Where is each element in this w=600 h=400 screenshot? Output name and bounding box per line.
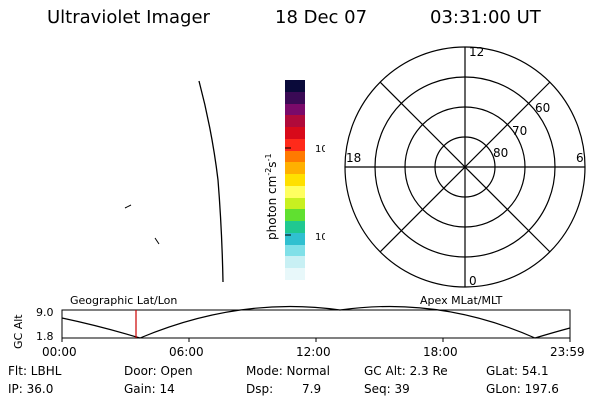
colorbar-swatch	[285, 103, 305, 116]
colorbar-swatch	[285, 127, 305, 139]
colorbar-swatch	[285, 268, 305, 281]
info-glat: GLat: 54.1	[486, 364, 549, 378]
polar-lat-80: 80	[493, 146, 508, 160]
colorbar-swatch	[285, 244, 305, 257]
date-label: 18 Dec 07	[275, 7, 368, 28]
colorbar-swatch	[285, 197, 305, 210]
colorbar-swatch	[285, 150, 305, 163]
info-gc-alt: GC Alt: 2.3 Re	[364, 364, 448, 378]
limb-trace	[198, 80, 224, 283]
colorbar-swatch	[285, 91, 305, 104]
altitude-curve	[61, 305, 571, 339]
polar-label-left: 18	[346, 151, 361, 165]
polar-lat-70: 70	[512, 124, 527, 138]
info-dsp-label: Dsp:	[246, 382, 274, 396]
timeline-tick-0: 00:00	[42, 345, 77, 359]
timeline-tick-2: 12:00	[296, 345, 331, 359]
timeline-axis-label: GC Alt	[12, 314, 25, 349]
info-gain: Gain: 14	[124, 382, 175, 396]
colorbar-swatch	[285, 221, 305, 233]
info-dsp-value: 7.9	[302, 382, 322, 396]
timeline-right-label: Apex MLat/MLT	[420, 294, 503, 307]
trace-fragment	[154, 237, 160, 245]
info-seq: Seq: 39	[364, 382, 410, 396]
polar-label-right: 6	[576, 151, 584, 165]
colorbar	[285, 80, 305, 281]
timeline-y-bottom: 1.8	[36, 330, 54, 343]
polar-lat-60: 60	[535, 101, 550, 115]
timeline-frame	[61, 309, 571, 339]
time-label: 03:31:00 UT	[430, 7, 541, 28]
colorbar-swatch	[285, 138, 305, 151]
colorbar-swatch	[285, 185, 305, 198]
timeline-tick-3: 18:00	[423, 345, 458, 359]
colorbar-tick-10: 10	[315, 232, 325, 243]
colorbar-swatch	[285, 232, 305, 245]
timeline-tick-1: 06:00	[169, 345, 204, 359]
timeline-plot: GC Alt 9.0 1.8	[12, 305, 571, 349]
colorbar-axis: photon cm-2s-1 100 10	[265, 144, 325, 243]
info-mode: Mode: Normal	[246, 364, 330, 378]
info-flt: Flt: LBHL	[8, 364, 62, 378]
timeline-left-label: Geographic Lat/Lon	[70, 294, 178, 307]
instrument-title: Ultraviolet Imager	[47, 7, 210, 28]
timeline-tick-4: 23:59	[550, 345, 585, 359]
trace-fragment	[124, 204, 132, 209]
colorbar-swatch	[285, 162, 305, 175]
colorbar-swatch	[285, 115, 305, 128]
info-ip: IP: 36.0	[8, 382, 54, 396]
colorbar-unit-label: photon cm-2s-1	[265, 153, 279, 240]
info-door: Door: Open	[124, 364, 193, 378]
timeline-y-top: 9.0	[36, 306, 54, 319]
colorbar-swatch	[285, 80, 305, 92]
polar-label-top: 12	[469, 45, 484, 59]
colorbar-swatch	[285, 256, 305, 269]
colorbar-swatch	[285, 174, 305, 186]
info-glon: GLon: 197.6	[486, 382, 559, 396]
colorbar-swatch	[285, 209, 305, 222]
polar-plot: 12 18 6 0 60 70 80	[344, 45, 586, 288]
polar-label-bottom: 0	[469, 274, 477, 288]
colorbar-tick-100: 100	[315, 144, 325, 155]
